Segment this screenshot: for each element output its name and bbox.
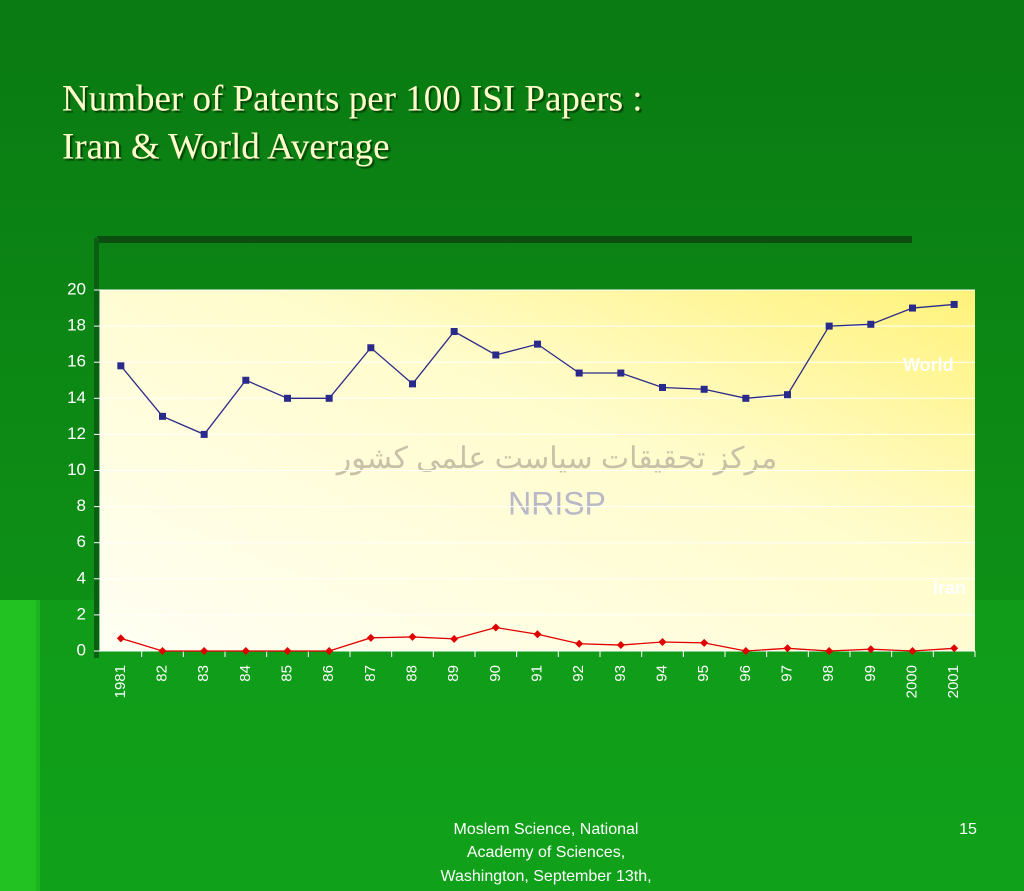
marker bbox=[659, 384, 666, 391]
series-label: World bbox=[903, 355, 954, 375]
title: Iran & World Average bbox=[62, 126, 390, 167]
x-tick-label: 86 bbox=[320, 665, 337, 682]
x-tick-label: 88 bbox=[403, 665, 420, 682]
y-tick-label: 12 bbox=[67, 424, 86, 443]
footer-text: Washington, September 13th, bbox=[440, 868, 651, 885]
marker bbox=[242, 377, 249, 384]
decor bbox=[94, 238, 99, 658]
marker bbox=[409, 380, 416, 387]
x-tick-label: 87 bbox=[362, 665, 379, 682]
page-number: 15 bbox=[959, 821, 977, 838]
marker bbox=[326, 395, 333, 402]
marker bbox=[617, 370, 624, 377]
marker bbox=[492, 351, 499, 358]
marker bbox=[909, 305, 916, 312]
x-tick-label: 97 bbox=[778, 665, 795, 682]
y-tick-label: 0 bbox=[77, 640, 86, 659]
y-tick-label: 4 bbox=[77, 568, 86, 587]
series-label: Iran bbox=[933, 578, 966, 598]
y-tick-label: 10 bbox=[67, 460, 86, 479]
x-tick-label: 95 bbox=[695, 665, 712, 682]
marker bbox=[576, 370, 583, 377]
footer-text: Moslem Science, National bbox=[454, 821, 639, 838]
x-tick-label: 96 bbox=[737, 665, 754, 682]
decor bbox=[0, 600, 40, 891]
y-tick-label: 16 bbox=[67, 352, 86, 371]
x-tick-label: 84 bbox=[237, 665, 254, 682]
decor bbox=[97, 236, 912, 243]
x-tick-label: 91 bbox=[528, 665, 545, 682]
x-tick-label: 89 bbox=[445, 665, 462, 682]
x-tick-label: 2000 bbox=[903, 665, 920, 698]
marker bbox=[159, 413, 166, 420]
y-tick-label: 2 bbox=[77, 604, 86, 623]
y-tick-label: 18 bbox=[67, 316, 86, 335]
title: Number of Patents per 100 ISI Papers : bbox=[62, 78, 643, 119]
marker bbox=[784, 391, 791, 398]
y-tick-label: 20 bbox=[67, 279, 86, 298]
footer-text: Academy of Sciences, bbox=[467, 844, 625, 861]
marker bbox=[284, 395, 291, 402]
marker bbox=[701, 386, 708, 393]
y-tick-label: 6 bbox=[77, 532, 86, 551]
marker bbox=[742, 395, 749, 402]
x-tick-label: 1981 bbox=[112, 665, 129, 698]
marker bbox=[451, 328, 458, 335]
y-tick-label: 8 bbox=[77, 496, 86, 515]
marker bbox=[826, 323, 833, 330]
marker bbox=[951, 301, 958, 308]
x-tick-label: 90 bbox=[487, 665, 504, 682]
x-tick-label: 92 bbox=[570, 665, 587, 682]
x-tick-label: 94 bbox=[653, 665, 670, 682]
marker bbox=[867, 321, 874, 328]
x-tick-label: 82 bbox=[153, 665, 170, 682]
x-tick-label: 98 bbox=[820, 665, 837, 682]
x-tick-label: 99 bbox=[862, 665, 879, 682]
x-tick-label: 85 bbox=[278, 665, 295, 682]
watermark: NRISP bbox=[508, 485, 606, 521]
slide: Number of Patents per 100 ISI Papers : I… bbox=[0, 0, 1024, 891]
marker bbox=[117, 362, 124, 369]
marker bbox=[534, 341, 541, 348]
x-tick-label: 83 bbox=[195, 665, 212, 682]
y-tick-label: 14 bbox=[67, 388, 86, 407]
x-tick-label: 93 bbox=[612, 665, 629, 682]
marker bbox=[201, 431, 208, 438]
marker bbox=[367, 344, 374, 351]
x-tick-label: 2001 bbox=[945, 665, 962, 698]
